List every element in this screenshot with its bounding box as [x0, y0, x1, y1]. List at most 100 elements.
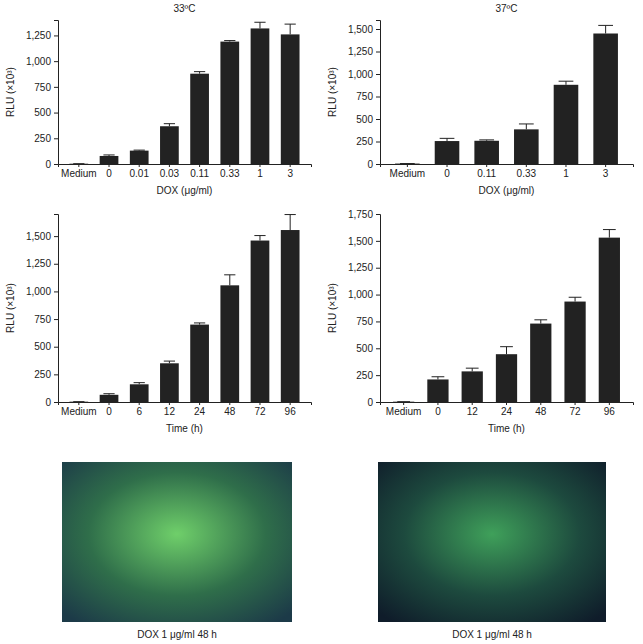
bar [281, 230, 300, 402]
tick-mark [109, 402, 110, 405]
chart-panel: 02505007501,0001,250Medium00.010.030.110… [5, 3, 312, 196]
error-cap [440, 138, 455, 139]
error-bar [73, 163, 84, 164]
bar [281, 34, 300, 164]
y-axis: 02505007501,0001,2501,500 [348, 21, 381, 170]
tick-label: 3 [603, 168, 609, 179]
error-stem [526, 124, 527, 129]
tick-mark [54, 113, 58, 114]
tick: Medium [61, 164, 97, 179]
tick: 750 [356, 91, 380, 102]
tick: 0 [367, 397, 380, 408]
tick-mark [376, 29, 380, 30]
tick-mark [78, 164, 79, 167]
tick-mark [54, 164, 58, 165]
error-cap [254, 22, 265, 23]
tick-label: 0.33 [220, 168, 240, 179]
tick: 250 [356, 370, 380, 381]
bar [462, 371, 483, 402]
error-stem [565, 81, 566, 85]
tick: 0 [106, 402, 112, 417]
tick-label: 1 [563, 168, 569, 179]
tick: 1,000 [26, 56, 58, 67]
micrograph-image [62, 462, 292, 622]
tick-label: 6 [136, 406, 142, 417]
tick-mark [609, 402, 610, 405]
bar [496, 354, 517, 402]
bar [190, 74, 209, 164]
error-bar [224, 41, 235, 42]
tick-mark [376, 402, 380, 403]
tick: 250 [34, 133, 58, 144]
axis-line [54, 215, 59, 403]
tick: 3 [603, 164, 609, 179]
x-axis: Medium00.110.3313 [381, 164, 634, 179]
error-bar [569, 297, 582, 301]
bar [530, 324, 551, 402]
error-cap [569, 297, 582, 298]
tick-label: 1,500 [26, 231, 51, 242]
error-cap [466, 368, 479, 369]
error-bar [134, 150, 145, 152]
plot-area [69, 215, 299, 402]
tick-mark [376, 321, 380, 322]
tick-label: 0 [106, 406, 112, 417]
tick-label: 96 [285, 406, 297, 417]
tick-mark [54, 61, 58, 62]
tick-label: Medium [61, 406, 97, 417]
tick-label: 1,250 [26, 30, 51, 41]
x-axis: Medium061224487296 [59, 402, 312, 417]
tick-label: 3 [287, 168, 293, 179]
tick-label: 750 [356, 91, 373, 102]
tick-label: 1,000 [26, 286, 51, 297]
error-bar [285, 24, 296, 34]
tick-label: 12 [467, 406, 479, 417]
tick-label: 1,000 [348, 289, 373, 300]
tick: 1,500 [348, 236, 380, 247]
tick-mark [54, 402, 58, 403]
tick-mark [54, 319, 58, 320]
error-cap [134, 382, 145, 383]
error-stem [290, 24, 291, 34]
tick-mark [376, 375, 380, 376]
bar [160, 126, 179, 164]
error-cap [519, 123, 534, 124]
error-bar [440, 138, 455, 141]
tick-mark [54, 264, 58, 265]
tick-mark [54, 236, 58, 237]
tick: 500 [34, 341, 58, 352]
tick-mark [437, 402, 438, 405]
error-bar [224, 275, 235, 286]
tick: 1,250 [26, 30, 58, 41]
error-bar [559, 81, 574, 85]
tick-mark [290, 164, 291, 167]
tick-mark [575, 402, 576, 405]
tick-label: 0 [106, 168, 112, 179]
error-stem [540, 320, 541, 324]
tick-mark [506, 402, 507, 405]
chart-panel: 02505007501,0001,2501,500Medium061224487… [5, 215, 312, 435]
tick: 1,250 [26, 258, 58, 269]
tick-label: 1,250 [348, 46, 373, 57]
axis-line [376, 21, 381, 165]
tick-mark [229, 402, 230, 405]
tick-mark [229, 164, 230, 167]
axis-line [54, 21, 59, 165]
error-cap [103, 393, 114, 394]
error-bar [598, 25, 613, 33]
bar [393, 401, 414, 402]
tick: Medium [61, 402, 97, 417]
error-cap [73, 163, 84, 164]
bar [69, 401, 88, 402]
error-cap [134, 150, 145, 151]
tick-mark [407, 164, 408, 167]
tick: 1,250 [348, 262, 380, 273]
tick: 500 [356, 114, 380, 125]
y-axis-title: RLU (×10³) [327, 67, 338, 117]
plot-area [393, 230, 620, 402]
error-cap [224, 274, 235, 275]
tick-label: 500 [34, 341, 51, 352]
tick: 24 [194, 402, 206, 417]
axis-line [59, 403, 312, 406]
tick-mark [54, 35, 58, 36]
